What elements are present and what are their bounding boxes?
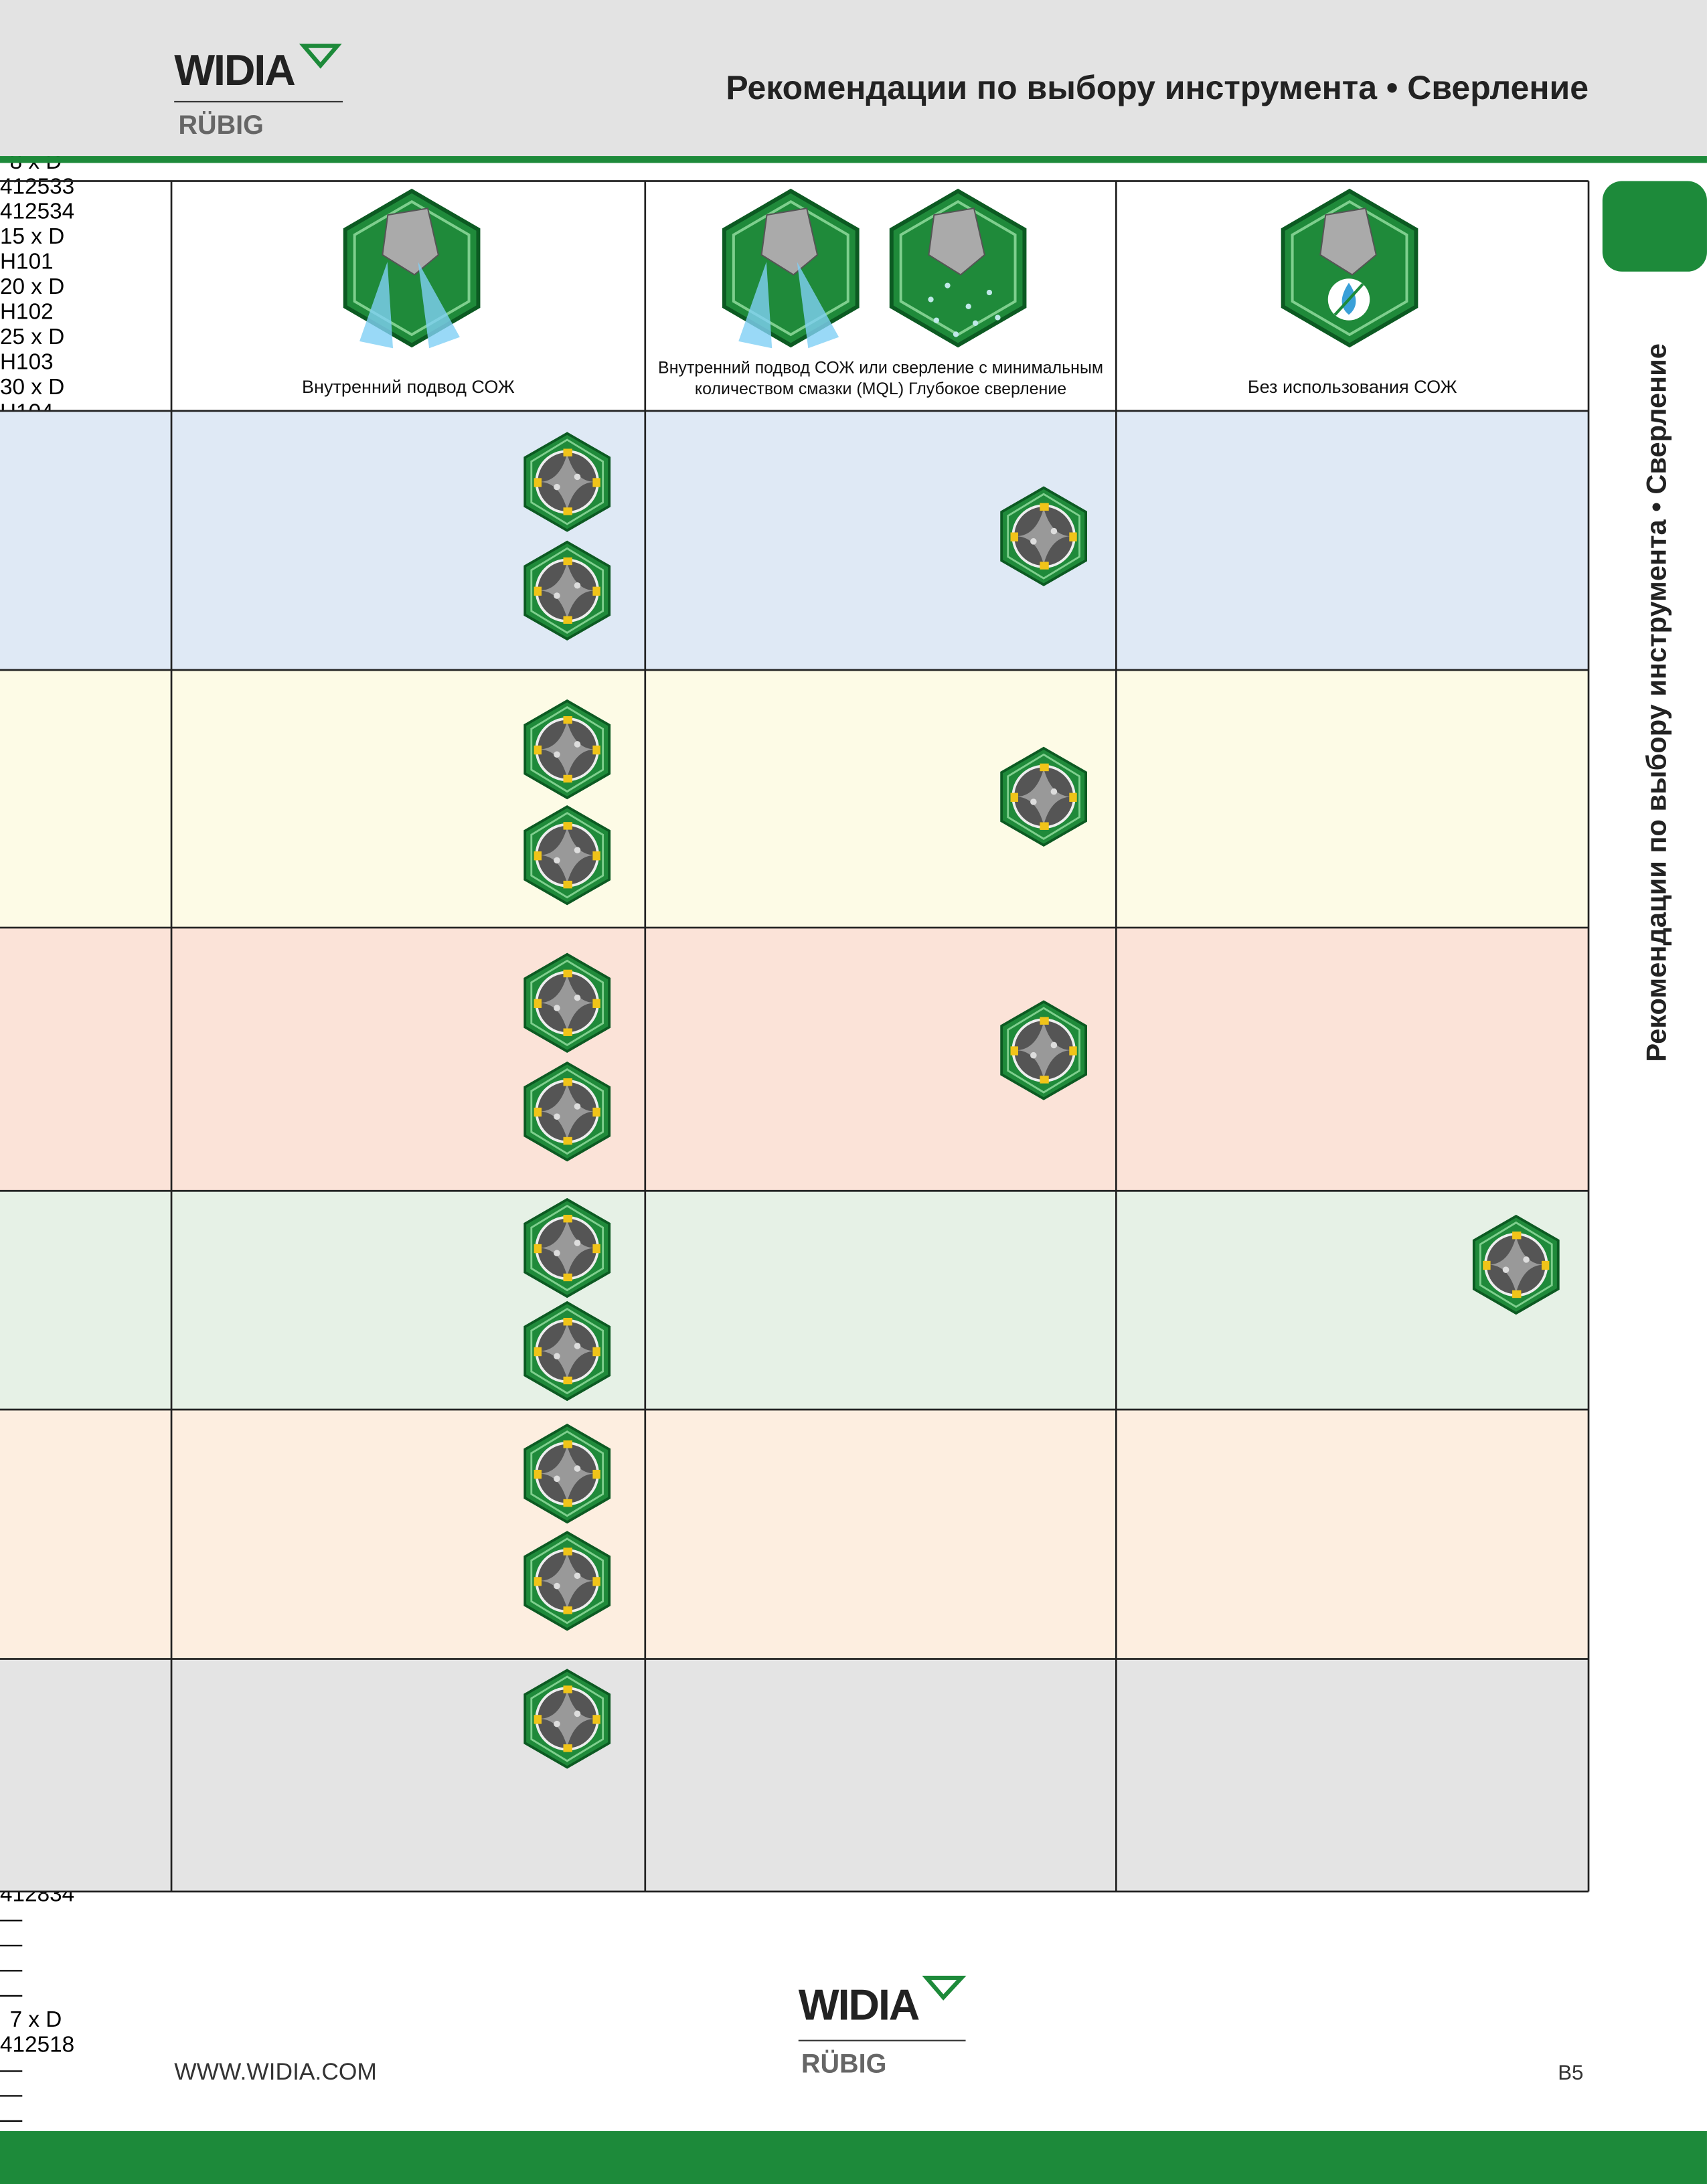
header-line: количеством смазки (MQL) Глубокое сверле… xyxy=(694,379,1067,399)
logo-sub: RÜBIG xyxy=(178,111,264,141)
column-header: Без использования СОЖ xyxy=(1247,375,1457,398)
side-tab: Рекомендации по выбору инструмента • Све… xyxy=(1642,343,1673,1062)
header-line: Внутренний подвод СОЖ или сверление с ми… xyxy=(658,357,1104,377)
article-number: 412534 xyxy=(0,200,75,225)
page-title: Рекомендации по выбору инструмента • Све… xyxy=(726,70,1589,108)
page-number: B5 xyxy=(1558,2061,1584,2086)
dash: — xyxy=(0,1958,23,1983)
drill-length: 25 x D xyxy=(0,325,65,350)
article-number: 412518 xyxy=(0,2033,75,2057)
dash: — xyxy=(0,1933,23,1957)
article-number: 412533 xyxy=(0,175,75,199)
drill-length: 20 x D xyxy=(0,276,65,300)
dash: — xyxy=(0,2084,23,2108)
footer-logo-sub: RÜBIG xyxy=(801,2050,887,2080)
dash: — xyxy=(0,2108,23,2133)
website: WWW.WIDIA.COM xyxy=(174,2058,377,2086)
column-header: Внутренний подвод СОЖ xyxy=(301,375,515,398)
footer-logo-brand: WIDIA xyxy=(798,1981,920,2030)
cell: 7 x D 412518 xyxy=(0,2009,1707,2059)
drill-length: 15 x D xyxy=(0,226,65,250)
dash: — xyxy=(0,1983,23,2007)
dash: — xyxy=(0,1908,23,1932)
logo-brand: WIDIA xyxy=(174,46,296,95)
article-number: H102 xyxy=(0,301,54,325)
drill-length: 30 x D xyxy=(0,375,65,400)
article-number: H101 xyxy=(0,250,54,274)
dash: — xyxy=(0,2058,23,2083)
article-number: H103 xyxy=(0,351,54,375)
drill-length: 7 x D xyxy=(9,2008,62,2033)
column-header: Внутренний подвод СОЖ или сверление с ми… xyxy=(645,358,1117,400)
